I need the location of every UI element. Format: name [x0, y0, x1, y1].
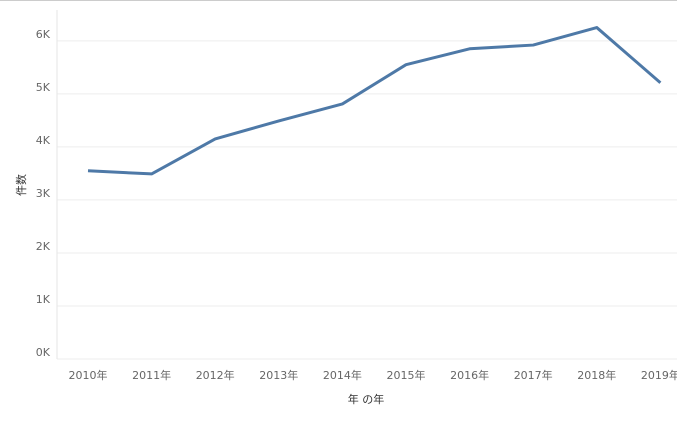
x-tick-label: 2010年 — [69, 368, 108, 382]
x-tick-label: 2017年 — [514, 368, 553, 382]
y-tick-label: 1K — [36, 293, 51, 306]
y-tick-label: 6K — [36, 28, 51, 41]
x-tick-label: 2011年 — [132, 368, 171, 382]
x-axis-label: 年 の年 — [348, 392, 385, 406]
x-tick-label: 2015年 — [387, 368, 426, 382]
x-tick-label: 2018年 — [577, 368, 616, 382]
y-axis-label: 件数 — [15, 174, 28, 196]
y-tick-label: 4K — [36, 134, 51, 147]
x-tick-label: 2016年 — [450, 368, 489, 382]
y-tick-label: 3K — [36, 187, 51, 200]
x-tick-label: 2012年 — [196, 368, 235, 382]
x-tick-label: 2013年 — [259, 368, 298, 382]
x-tick-label: 2014年 — [323, 368, 362, 382]
y-tick-label: 0K — [36, 346, 51, 359]
x-tick-label: 2019年 — [641, 368, 677, 382]
line — [87, 26, 662, 176]
y-tick-label: 5K — [36, 81, 51, 94]
y-tick-label: 2K — [36, 240, 51, 253]
